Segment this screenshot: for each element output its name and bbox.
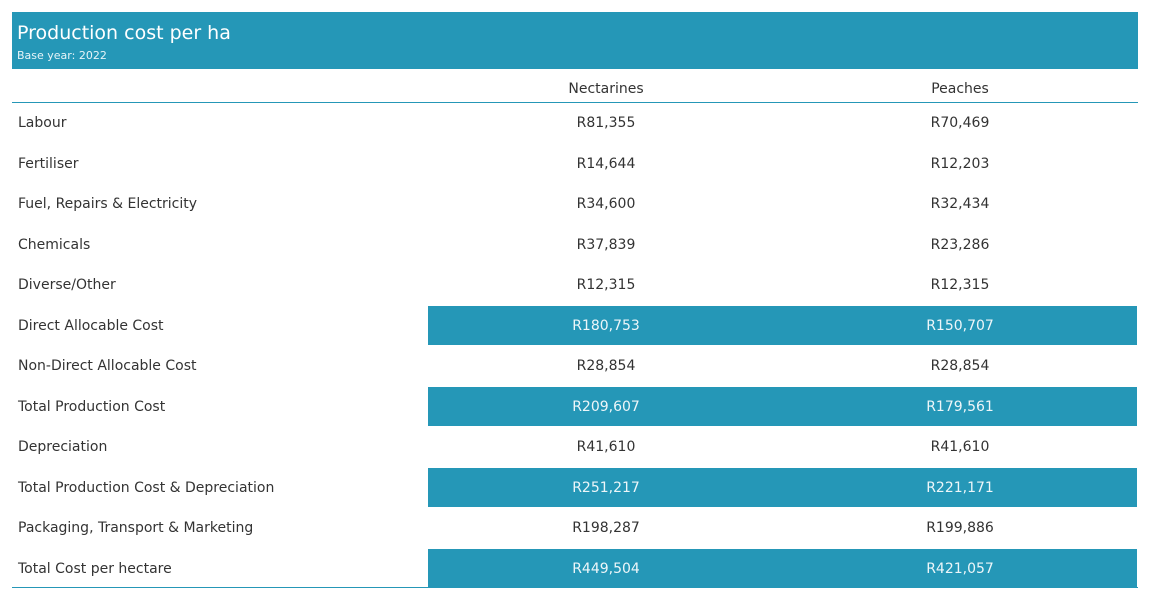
peaches-value: R421,057 (926, 560, 994, 577)
nectarines-value: R34,600 (576, 196, 636, 212)
row-label: Labour (18, 115, 67, 131)
cost-table: Labour R81,355 R70,469 Fertiliser R14,64… (12, 103, 1138, 589)
nectarines-value: R198,287 (572, 520, 640, 536)
peaches-value: R23,286 (930, 236, 990, 253)
peaches-value: R12,315 (930, 277, 990, 293)
peaches-value: R221,171 (926, 479, 994, 496)
title-banner: Production cost per ha Base year: 2022 (12, 12, 1138, 69)
row-highlight-band (428, 548, 1137, 588)
row-label: Total Production Cost & Depreciation (18, 479, 275, 496)
table-row[interactable]: Depreciation R41,610 R41,610 (12, 427, 1138, 468)
nectarines-value: R449,504 (572, 560, 640, 577)
table-row[interactable]: Packaging, Transport & Marketing R198,28… (12, 508, 1138, 549)
table-bottom-divider (12, 587, 1138, 588)
row-label: Packaging, Transport & Marketing (18, 520, 254, 536)
table-row[interactable]: Fertiliser R14,644 R12,203 (12, 144, 1138, 185)
peaches-value: R70,469 (930, 115, 990, 131)
peaches-value: R28,854 (930, 358, 990, 374)
nectarines-value: R12,315 (576, 277, 636, 293)
row-label: Direct Allocable Cost (18, 317, 164, 334)
row-highlight-band (428, 386, 1137, 426)
column-header-peaches[interactable]: Peaches (931, 81, 989, 97)
row-label: Fertiliser (18, 155, 79, 172)
nectarines-value: R14,644 (576, 155, 636, 172)
page-subtitle: Base year: 2022 (17, 49, 107, 62)
row-label: Depreciation (18, 439, 108, 455)
row-label: Total Production Cost (18, 398, 166, 415)
column-header-nectarines[interactable]: Nectarines (568, 81, 644, 97)
row-highlight-band (428, 305, 1137, 345)
row-label: Non-Direct Allocable Cost (18, 358, 197, 374)
nectarines-value: R209,607 (572, 398, 640, 415)
table-row[interactable]: Total Production Cost R209,607 R179,561 (12, 386, 1138, 428)
row-label: Diverse/Other (18, 277, 116, 293)
peaches-value: R179,561 (926, 398, 994, 415)
nectarines-value: R81,355 (576, 115, 636, 131)
peaches-value: R150,707 (926, 317, 994, 334)
row-label: Total Cost per hectare (18, 560, 172, 577)
row-highlight-band (428, 467, 1137, 507)
nectarines-value: R41,610 (576, 439, 636, 455)
page-title: Production cost per ha (17, 22, 231, 44)
table-row[interactable]: Fuel, Repairs & Electricity R34,600 R32,… (12, 184, 1138, 225)
table-row[interactable]: Diverse/Other R12,315 R12,315 (12, 265, 1138, 306)
table-row[interactable]: Labour R81,355 R70,469 (12, 103, 1138, 144)
nectarines-value: R37,839 (576, 236, 636, 253)
column-header-row: Nectarines Peaches (12, 70, 1138, 103)
peaches-value: R41,610 (930, 439, 990, 455)
nectarines-value: R28,854 (576, 358, 636, 374)
peaches-value: R12,203 (930, 155, 990, 172)
peaches-value: R32,434 (930, 196, 990, 212)
table-row[interactable]: Direct Allocable Cost R180,753 R150,707 (12, 305, 1138, 347)
table-row[interactable]: Total Production Cost & Depreciation R25… (12, 467, 1138, 509)
table-row[interactable]: Chemicals R37,839 R23,286 (12, 225, 1138, 266)
row-label: Fuel, Repairs & Electricity (18, 196, 198, 212)
table-row[interactable]: Non-Direct Allocable Cost R28,854 R28,85… (12, 346, 1138, 387)
nectarines-value: R251,217 (572, 479, 640, 496)
table-row[interactable]: Total Cost per hectare R449,504 R421,057 (12, 548, 1138, 590)
peaches-value: R199,886 (926, 520, 994, 536)
row-label: Chemicals (18, 236, 91, 253)
nectarines-value: R180,753 (572, 317, 640, 334)
